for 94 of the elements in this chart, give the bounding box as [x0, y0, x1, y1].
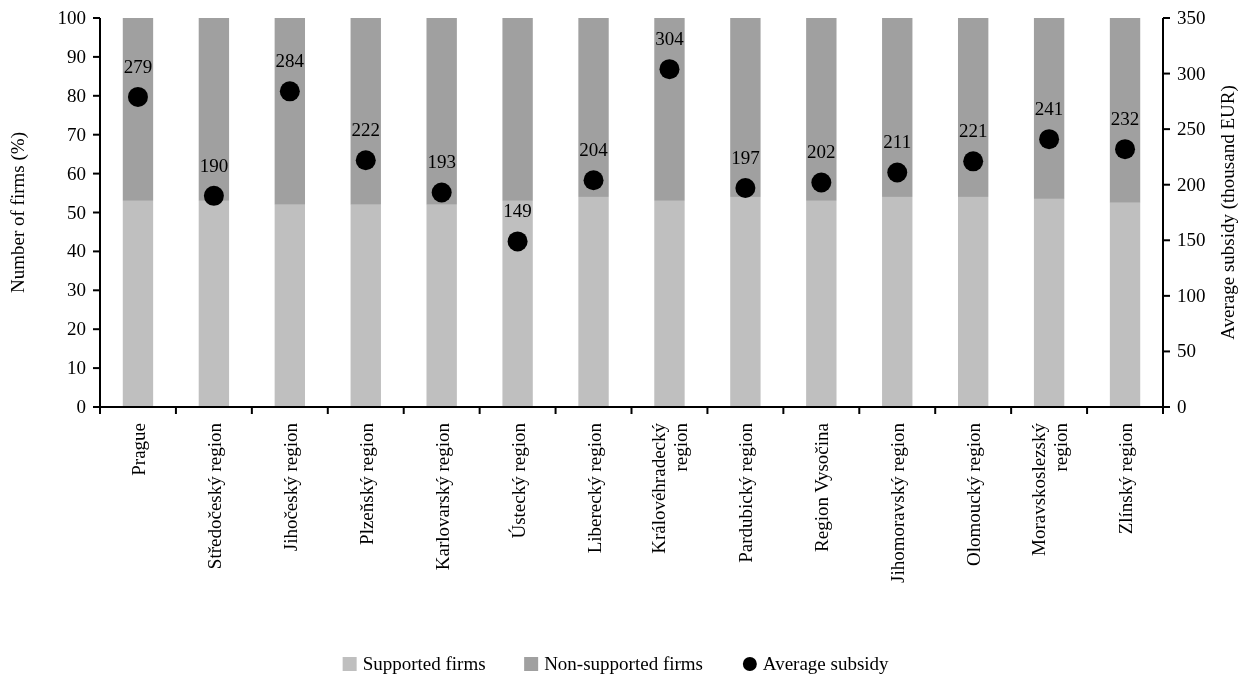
bar: [350, 18, 381, 205]
bar: [882, 196, 913, 407]
bar: [350, 204, 381, 407]
y-tick-label: 30: [67, 279, 86, 301]
legend-label: Average subsidy: [762, 653, 890, 674]
data-label: 202: [807, 141, 836, 163]
data-label: 197: [731, 147, 760, 169]
bar: [730, 18, 761, 197]
y-tick-label: 80: [67, 84, 86, 106]
point: [811, 172, 832, 193]
y2-tick-label: 50: [1177, 340, 1196, 362]
x-tick-label: Region Vysočina: [811, 422, 833, 552]
x-tick-label: Liberecký region: [583, 422, 605, 554]
bar: [198, 18, 230, 201]
y2-axis-title: Average subsidy (thousand EUR): [1217, 85, 1239, 340]
x-tick-label: Pardubický region: [735, 422, 757, 563]
data-label: 284: [275, 50, 305, 72]
data-label: 232: [1110, 108, 1140, 130]
x-tick-label: Zlínský region: [1115, 422, 1137, 535]
bar: [654, 200, 685, 407]
y2-tick-label: 300: [1177, 62, 1206, 84]
bar: [730, 196, 761, 407]
bar: [957, 18, 989, 197]
y-tick-label: 20: [67, 318, 86, 340]
point: [355, 150, 376, 171]
point: [1039, 129, 1060, 150]
point: [279, 81, 300, 102]
bar: [274, 18, 306, 205]
y2-tick-label: 250: [1177, 118, 1206, 140]
point: [1115, 139, 1136, 160]
x-tick-label: Středočeský region: [203, 422, 225, 570]
point: [735, 178, 756, 199]
bar: [122, 18, 154, 201]
point: [507, 231, 528, 252]
point: [659, 59, 680, 80]
x-tick-label: Prague: [127, 423, 149, 476]
x-tick-label: Ústecký region: [507, 422, 529, 539]
bar: [426, 204, 457, 407]
y2-tick-label: 350: [1177, 7, 1206, 28]
bar: [502, 200, 533, 407]
bar: [426, 18, 457, 205]
y-tick-label: 40: [67, 240, 86, 262]
x-tick-label: Jihomoravský region: [887, 422, 909, 583]
legend-label: Supported firms: [362, 653, 486, 674]
point: [583, 170, 604, 191]
point: [203, 185, 224, 206]
data-label: 304: [655, 28, 685, 50]
x-tick-label: Karlovarský region: [431, 422, 453, 571]
bar: [806, 200, 837, 407]
point: [963, 151, 984, 172]
bar: [274, 204, 306, 407]
x-tick-label: Moravskoslezský region: [1028, 422, 1072, 556]
bar: [578, 18, 609, 197]
bar: [502, 18, 533, 201]
y-tick-label: 10: [67, 357, 86, 379]
data-label: 211: [883, 131, 912, 153]
y-tick-label: 100: [57, 7, 86, 28]
y2-tick-label: 200: [1177, 173, 1206, 195]
y-tick-label: 0: [76, 396, 86, 417]
x-tick-label: Jihočeský region: [279, 422, 301, 552]
bar: [578, 196, 609, 407]
point: [887, 162, 908, 183]
bar: [198, 200, 230, 407]
bar: [806, 18, 837, 201]
y-tick-label: 90: [67, 45, 86, 67]
bar: [122, 200, 154, 407]
bar: [1033, 198, 1065, 407]
point: [127, 86, 148, 107]
bar: [654, 18, 685, 201]
y-tick-label: 60: [67, 162, 86, 184]
legend-label: Non-supported firms: [544, 653, 703, 674]
data-label: 222: [351, 119, 380, 141]
data-label: 241: [1034, 98, 1064, 120]
y2-tick-label: 100: [1177, 284, 1206, 306]
bar: [1033, 18, 1065, 199]
x-tick-label: Olomoucký region: [963, 422, 985, 567]
y-axis-title: Number of firms (%): [7, 132, 29, 293]
bar: [882, 18, 913, 197]
y-tick-label: 50: [67, 201, 86, 223]
data-label: 204: [579, 139, 609, 161]
data-label: 279: [123, 55, 153, 77]
data-label: 149: [503, 200, 532, 222]
y-tick-label: 70: [67, 123, 86, 145]
x-tick-label: Plzeňský region: [355, 422, 377, 545]
data-label: 190: [199, 154, 229, 176]
x-tick-label: Královéhradecký region: [648, 422, 692, 554]
bar: [1109, 202, 1141, 407]
y2-tick-label: 0: [1177, 396, 1187, 417]
bar: [1109, 18, 1141, 203]
data-label: 193: [427, 151, 456, 173]
bar: [957, 196, 989, 407]
point: [431, 182, 452, 203]
y2-tick-label: 150: [1177, 229, 1206, 251]
data-label: 221: [958, 120, 988, 142]
